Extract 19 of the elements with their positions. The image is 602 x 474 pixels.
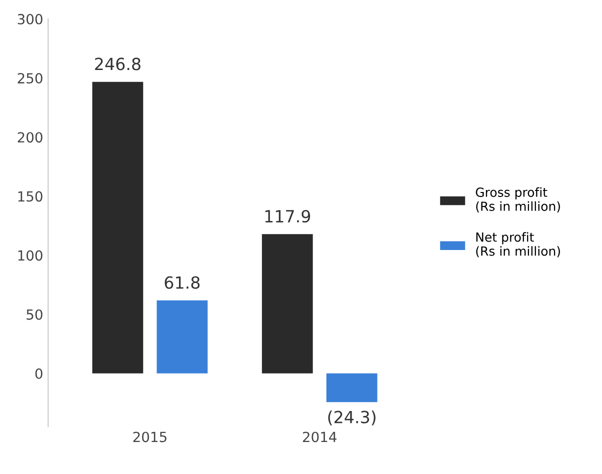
y-tick-label: 200 — [18, 132, 42, 143]
data-label: (24.3) — [328, 410, 376, 426]
legend-label: Net profit (Rs in million) — [476, 232, 560, 258]
bar — [156, 300, 208, 374]
y-tick-label: 50 — [26, 309, 42, 320]
y-tick-label: 250 — [18, 73, 42, 84]
legend-label: Gross profit (Rs in million) — [476, 187, 560, 212]
y-tick-label: 100 — [18, 250, 42, 261]
bar — [326, 373, 378, 402]
x-tick-label: 2014 — [302, 432, 336, 442]
y-tick-label: 0 — [35, 368, 42, 379]
data-label: 246.8 — [95, 58, 140, 70]
bar — [262, 234, 313, 374]
data-label: 117.9 — [265, 210, 310, 223]
data-label: 61.8 — [164, 276, 200, 289]
x-tick-label: 2015 — [133, 432, 166, 442]
y-tick-label: 300 — [18, 14, 42, 24]
bar — [92, 82, 144, 374]
y-tick-label: 150 — [18, 191, 42, 202]
